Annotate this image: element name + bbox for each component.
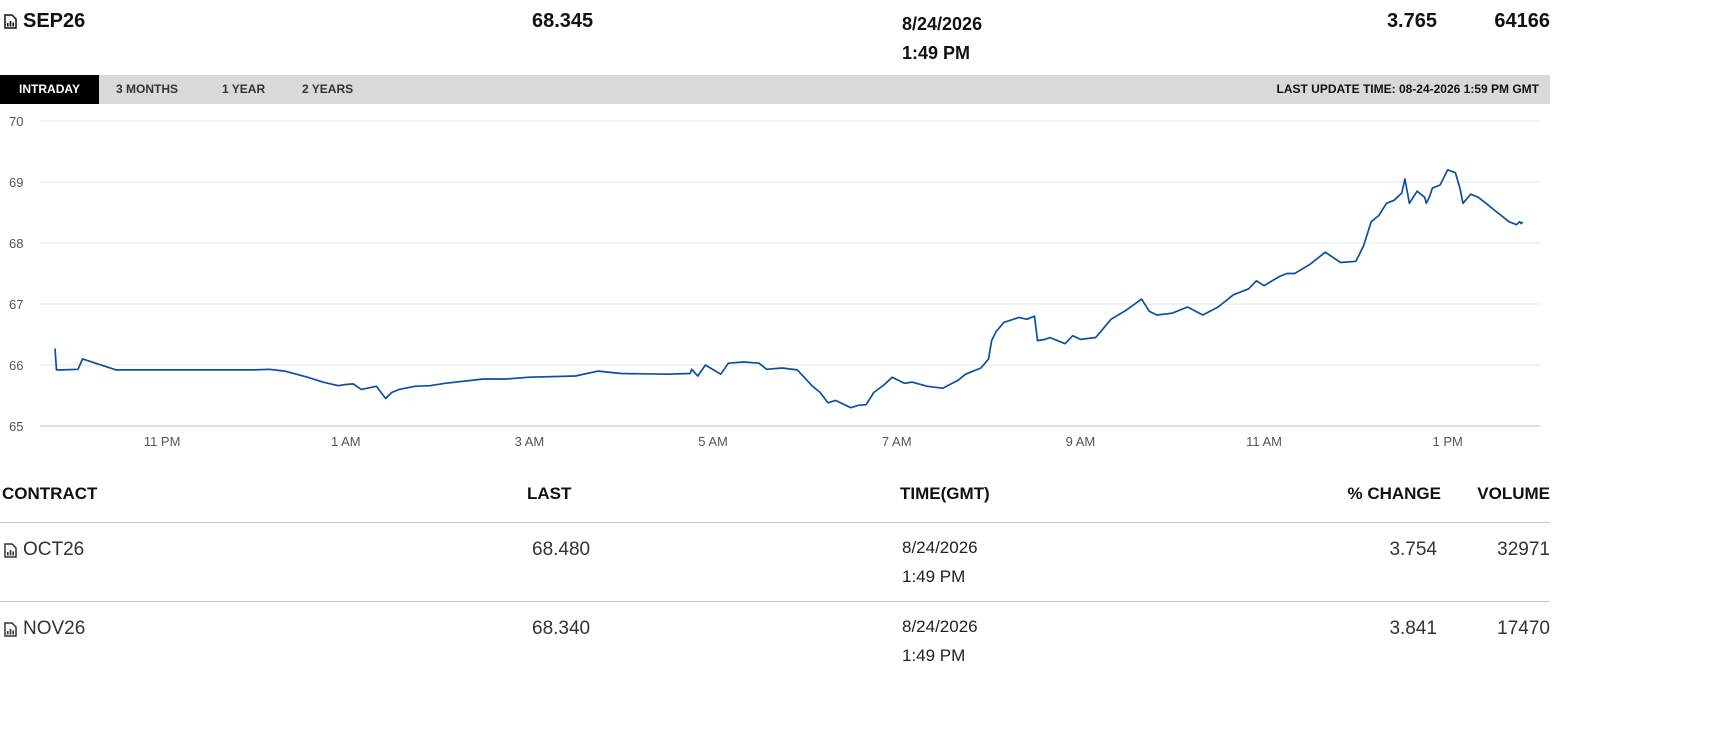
- x-tick-label: 7 AM: [882, 434, 912, 449]
- row-last: 68.340: [532, 618, 591, 639]
- last-update-time: LAST UPDATE TIME: 08-24-2026 1:59 PM GMT: [1276, 82, 1540, 96]
- price-series-line: [54, 168, 1524, 409]
- chart-document-icon: [4, 621, 17, 637]
- header-date: 8/24/2026: [902, 14, 983, 34]
- tab-3-months[interactable]: 3 MONTHS: [116, 82, 179, 96]
- y-tick-label: 67: [9, 297, 23, 312]
- col-volume: VOLUME: [1477, 484, 1550, 503]
- y-tick-label: 68: [9, 236, 23, 251]
- header-datetime: 8/24/2026 1:49 PM: [902, 10, 982, 68]
- row-time: 1:49 PM: [902, 567, 966, 586]
- x-tick-label: 11 AM: [1246, 434, 1282, 449]
- col-last: LAST: [527, 484, 572, 503]
- row-datetime: 8/24/2026 1:49 PM: [902, 533, 978, 591]
- divider: [0, 601, 1550, 602]
- header-change: 3.765: [1386, 10, 1437, 32]
- header-volume: 64166: [1494, 10, 1550, 32]
- chart-document-icon: [4, 542, 17, 558]
- col-contract: CONTRACT: [2, 484, 98, 503]
- chart-document-icon: [4, 14, 17, 29]
- col-time: TIME(GMT): [900, 484, 990, 503]
- row-change: 3.754: [1389, 539, 1437, 560]
- header-time: 1:49 PM: [902, 43, 971, 63]
- row-contract-label: NOV26: [23, 618, 86, 639]
- x-tick-label: 1 AM: [331, 434, 361, 449]
- x-tick-label: 11 PM: [144, 434, 181, 449]
- row-volume: 17470: [1497, 618, 1550, 639]
- y-tick-label: 65: [9, 419, 23, 434]
- tab-intraday[interactable]: INTRADAY: [0, 75, 99, 104]
- table-row-contract[interactable]: NOV26: [4, 618, 85, 640]
- x-tick-label: 9 AM: [1066, 434, 1096, 449]
- x-tick-label: 3 AM: [515, 434, 545, 449]
- divider: [0, 522, 1550, 523]
- row-contract-label: OCT26: [23, 539, 85, 560]
- tab-2-years[interactable]: 2 YEARS: [302, 82, 354, 96]
- row-date: 8/24/2026: [902, 538, 978, 557]
- header-last: 68.345: [532, 10, 594, 32]
- price-chart: 65 66 67 68 69 70 11 PM 1 AM 3 AM 5 AM 7 AM 9 AM 11…: [9, 114, 1540, 449]
- row-time: 1:49 PM: [902, 646, 966, 665]
- header-contract[interactable]: SEP26: [4, 10, 85, 33]
- header-contract-label: SEP26: [23, 10, 86, 32]
- y-tick-label: 69: [9, 175, 23, 190]
- row-date: 8/24/2026: [902, 617, 978, 636]
- col-change: % CHANGE: [1347, 484, 1441, 503]
- x-tick-label: 5 AM: [698, 434, 728, 449]
- y-tick-label: 66: [9, 358, 23, 373]
- table-row-contract[interactable]: OCT26: [4, 539, 84, 561]
- tab-1-year[interactable]: 1 YEAR: [222, 82, 266, 96]
- row-datetime: 8/24/2026 1:49 PM: [902, 612, 978, 670]
- y-tick-label: 70: [9, 114, 23, 129]
- range-tab-bar: INTRADAY 3 MONTHS 1 YEAR 2 YEARS LAST UP…: [0, 75, 1550, 104]
- row-volume: 32971: [1497, 539, 1550, 560]
- row-last: 68.480: [532, 539, 591, 560]
- x-tick-label: 1 PM: [1433, 434, 1463, 449]
- row-change: 3.841: [1389, 618, 1437, 639]
